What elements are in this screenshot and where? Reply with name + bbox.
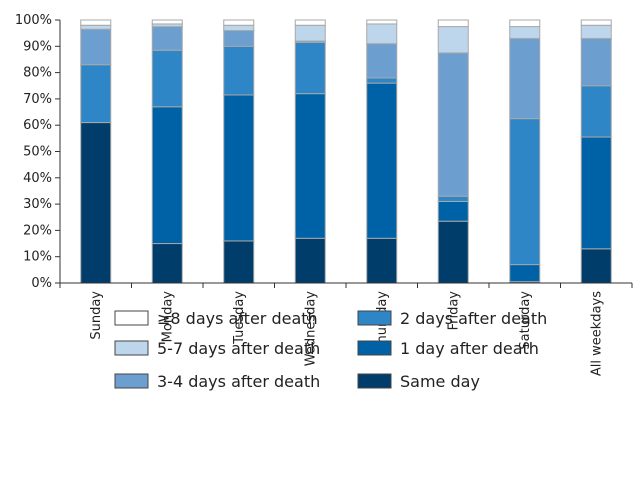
bar-segment-2-days-after-death-saturday [509,118,541,266]
y-tick-label: 100% [15,13,52,28]
legend-label-same-day: Same day [400,372,480,391]
bar-segment-1-day-after-death-tuesday [223,94,255,242]
legend-swatch-3-4-days-after-death [114,373,149,389]
bar-segment-1-day-after-death-monday [151,106,183,245]
legend-swatch-same-day [357,373,392,389]
legend-swatch-8-days-after-death [114,310,149,326]
bar-segment-2-days-after-death-wednesday [294,41,326,95]
bar-segment-5-7-days-after-death-tuesday [223,24,255,32]
bar-segment-same-day-wednesday [294,237,326,284]
legend-label-1-day-after-death: 1 day after death [400,339,539,358]
bar-segment-8-days-after-death-saturday [509,19,541,28]
y-tick-label: 20% [23,223,52,238]
bar-segment-2-days-after-death-thursday [366,77,398,84]
legend-label-5-7-days-after-death: 5-7 days after death [157,339,320,358]
legend-swatch-5-7-days-after-death [114,340,149,356]
legend-label-3-4-days-after-death: 3-4 days after death [157,372,320,391]
bar-segment-5-7-days-after-death-all-weekdays [580,24,612,39]
category-label-tuesday: Tuesday [232,291,247,345]
bar-segment-2-days-after-death-sunday [80,64,112,124]
bar-segment-same-day-all-weekdays [580,248,612,284]
bar-segment-2-days-after-death-all-weekdays [580,85,612,138]
bar-segment-same-day-friday [437,220,469,284]
bar-segment-8-days-after-death-sunday [80,19,112,26]
bar-segment-5-7-days-after-death-thursday [366,23,398,45]
y-tick-label: 40% [23,171,52,186]
bar-segment-same-day-sunday [80,122,112,284]
bar-segment-2-days-after-death-tuesday [223,45,255,96]
bar-segment-same-day-thursday [366,237,398,284]
category-label-saturday: Saturday [518,291,533,350]
y-tick-label: 70% [23,92,52,107]
bar-segment-8-days-after-death-all-weekdays [580,19,612,26]
legend-label-2-days-after-death: 2 days after death [400,309,547,328]
bar-segment-5-7-days-after-death-sunday [80,24,112,30]
bar-segment-1-day-after-death-wednesday [294,93,326,239]
category-label-sunday: Sunday [89,291,104,340]
bar-segment-3-4-days-after-death-tuesday [223,30,255,47]
bar-segment-8-days-after-death-wednesday [294,19,326,26]
y-tick-label: 80% [23,66,52,81]
bar-segment-1-day-after-death-all-weekdays [580,136,612,250]
bar-segment-1-day-after-death-saturday [509,264,541,283]
y-tick-label: 50% [23,145,52,160]
bar-segment-2-days-after-death-monday [151,49,183,108]
bar-segment-8-days-after-death-friday [437,19,469,28]
bar-segment-3-4-days-after-death-monday [151,26,183,51]
y-tick-label: 10% [23,250,52,265]
bar-segment-3-4-days-after-death-saturday [509,37,541,120]
y-tick-label: 60% [23,118,52,133]
y-tick-label: 0% [31,276,52,291]
category-label-all-weekdays: All weekdays [589,291,604,376]
bar-segment-same-day-monday [151,243,183,284]
bar-segment-3-4-days-after-death-thursday [366,43,398,79]
category-label-wednesday: Wednesday [303,291,318,367]
legend-swatch-2-days-after-death [357,310,392,326]
bar-segment-same-day-tuesday [223,240,255,284]
legend-label-8-days-after-death: ≥8 days after death [157,309,318,328]
bar-segment-5-7-days-after-death-wednesday [294,24,326,42]
bar-segment-8-days-after-death-tuesday [223,19,255,26]
y-tick-label: 30% [23,197,52,212]
category-label-monday: Monday [160,291,175,343]
bar-segment-3-4-days-after-death-all-weekdays [580,37,612,87]
category-label-friday: Friday [446,291,461,331]
legend-swatch-1-day-after-death [357,340,392,356]
y-tick-label: 90% [23,39,52,54]
bar-segment-2-days-after-death-friday [437,195,469,202]
bar-segment-1-day-after-death-thursday [366,82,398,239]
bar-segment-8-days-after-death-thursday [366,19,398,25]
bar-segment-5-7-days-after-death-friday [437,26,469,54]
bar-segment-3-4-days-after-death-sunday [80,28,112,66]
bar-segment-8-days-after-death-monday [151,19,183,25]
bar-segment-5-7-days-after-death-saturday [509,26,541,39]
bar-segment-3-4-days-after-death-friday [437,52,469,197]
bar-segment-1-day-after-death-friday [437,200,469,222]
